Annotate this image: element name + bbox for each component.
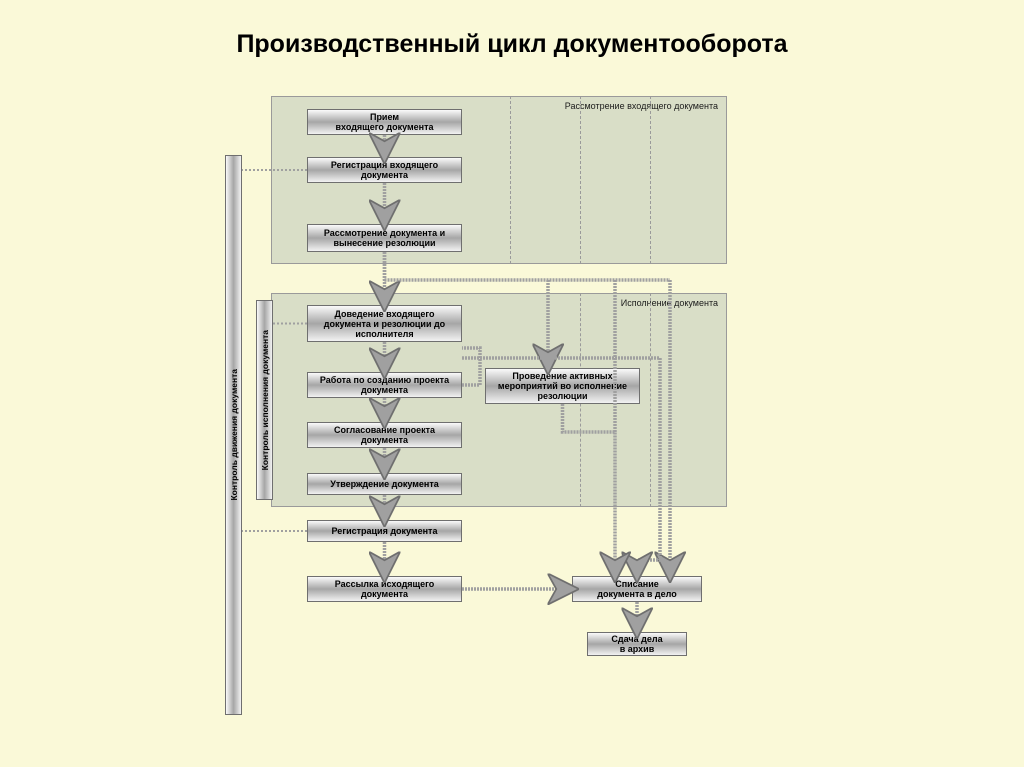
vbar-movement-control: Контроль движения документа [225,155,242,715]
node-approve-draft: Согласование проектадокумента [307,422,462,448]
vbar-execution-label: Контроль исполнения документа [260,330,270,470]
divider [510,96,511,264]
panel-review-label: Рассмотрение входящего документа [565,101,718,111]
node-draft: Работа по созданию проектадокумента [307,372,462,398]
node-register-doc: Регистрация документа [307,520,462,542]
divider [650,293,651,507]
vbar-execution-control: Контроль исполнения документа [256,300,273,500]
vbar-movement-label: Контроль движения документа [229,369,239,501]
node-archive: Сдача делав архив [587,632,687,656]
node-active-measures: Проведение активныхмероприятий во исполн… [485,368,640,404]
page-title: Производственный цикл документооборота [0,30,1024,59]
node-file: Списаниедокумента в дело [572,576,702,602]
divider [580,96,581,264]
node-deliver: Доведение входящегодокумента и резолюции… [307,305,462,342]
node-receive: Приемвходящего документа [307,109,462,135]
node-confirm: Утверждение документа [307,473,462,495]
divider [650,96,651,264]
node-dispatch: Рассылка исходящегодокумента [307,576,462,602]
node-review: Рассмотрение документа ивынесение резолю… [307,224,462,252]
node-register-in: Регистрация входящегодокумента [307,157,462,183]
panel-execution-label: Исполнение документа [621,298,718,308]
